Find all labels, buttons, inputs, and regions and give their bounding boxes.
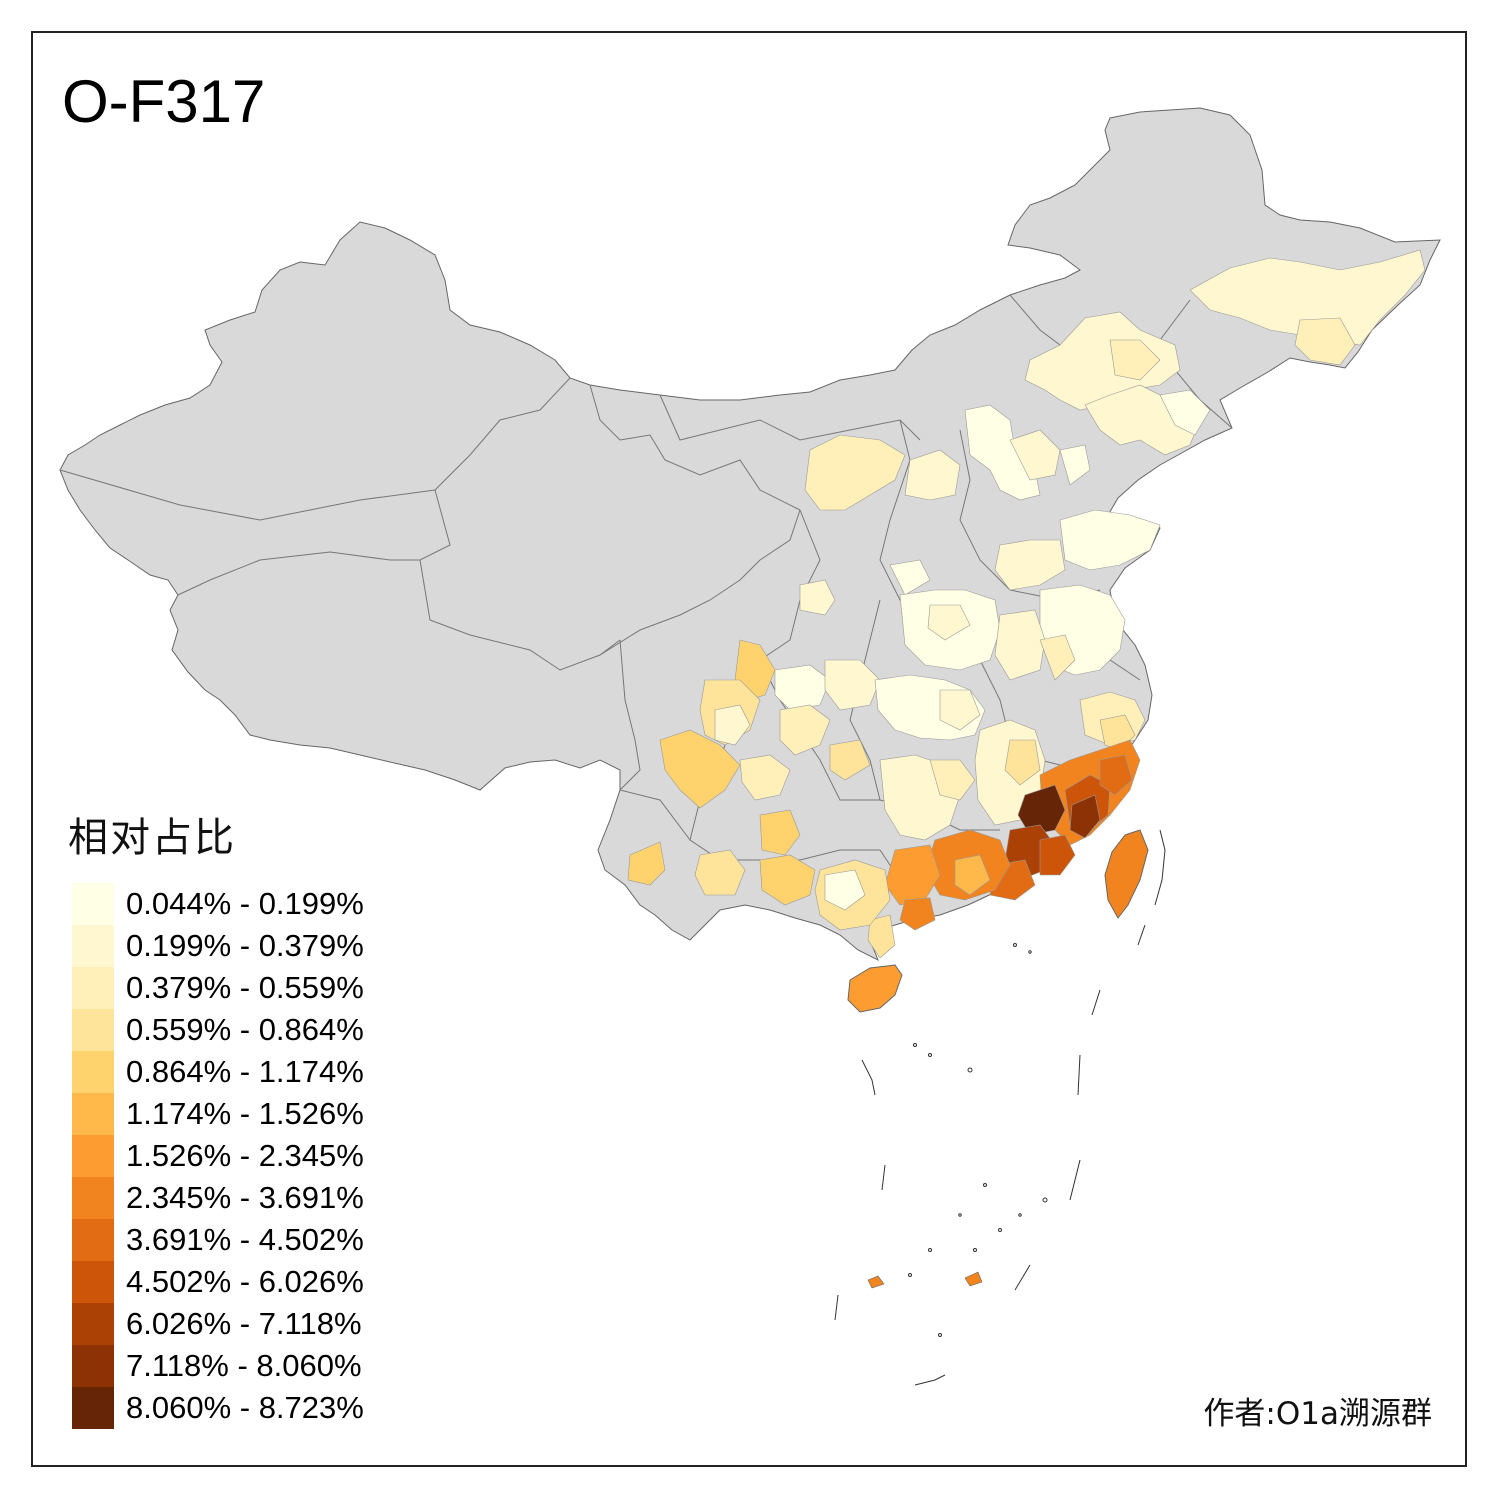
legend-swatch: [72, 1009, 114, 1051]
legend-label: 0.559% - 0.864%: [126, 1012, 364, 1047]
legend-title: 相对占比: [68, 815, 236, 861]
legend-item: 0.379% - 0.559%: [72, 967, 402, 1009]
legend-swatch: [72, 967, 114, 1009]
legend-swatch: [72, 1303, 114, 1345]
legend-label: 0.199% - 0.379%: [126, 928, 364, 963]
legend-swatch: [72, 1135, 114, 1177]
author-credit: 作者:O1a溯源群: [1203, 1396, 1432, 1432]
map-frame: [31, 31, 1467, 1467]
legend-label: 3.691% - 4.502%: [126, 1222, 364, 1257]
legend-label: 0.864% - 1.174%: [126, 1054, 364, 1089]
legend-swatch: [72, 1345, 114, 1387]
legend-item: 1.174% - 1.526%: [72, 1093, 402, 1135]
legend-label: 1.526% - 2.345%: [126, 1138, 364, 1173]
legend-item: 0.559% - 0.864%: [72, 1009, 402, 1051]
legend-swatch: [72, 1387, 114, 1429]
hainan: [847, 964, 903, 1013]
legend-swatch: [72, 883, 114, 925]
legend: 0.044% - 0.199% 0.199% - 0.379% 0.379% - 0…: [72, 883, 402, 1429]
map-title: O-F317: [62, 68, 266, 135]
south-china-sea-islands: [834, 829, 1166, 1386]
legend-label: 8.060% - 8.723%: [126, 1390, 364, 1425]
legend-label: 1.174% - 1.526%: [126, 1096, 364, 1131]
legend-label: 4.502% - 6.026%: [126, 1264, 364, 1299]
data-regions: [627, 249, 1426, 959]
legend-swatch: [72, 1261, 114, 1303]
mainland-china: [59, 107, 1441, 962]
legend-item: 6.026% - 7.118%: [72, 1303, 402, 1345]
legend-swatch: [72, 925, 114, 967]
legend-item: 3.691% - 4.502%: [72, 1219, 402, 1261]
map-base: [59, 107, 1441, 1013]
legend-item: 0.044% - 0.199%: [72, 883, 402, 925]
taiwan: [1104, 829, 1149, 919]
legend-label: 0.044% - 0.199%: [126, 886, 364, 921]
legend-label: 7.118% - 8.060%: [126, 1348, 362, 1383]
legend-item: 4.502% - 6.026%: [72, 1261, 402, 1303]
legend-item: 0.864% - 1.174%: [72, 1051, 402, 1093]
legend-item: 0.199% - 0.379%: [72, 925, 402, 967]
legend-item: 8.060% - 8.723%: [72, 1387, 402, 1429]
legend-swatch: [72, 1219, 114, 1261]
legend-item: 2.345% - 3.691%: [72, 1177, 402, 1219]
legend-item: 1.526% - 2.345%: [72, 1135, 402, 1177]
legend-label: 0.379% - 0.559%: [126, 970, 364, 1005]
legend-label: 6.026% - 7.118%: [126, 1306, 362, 1341]
legend-swatch: [72, 1051, 114, 1093]
legend-label: 2.345% - 3.691%: [126, 1180, 364, 1215]
legend-swatch: [72, 1177, 114, 1219]
legend-swatch: [72, 1093, 114, 1135]
legend-item: 7.118% - 8.060%: [72, 1345, 402, 1387]
small-island-patches: [867, 1271, 983, 1289]
